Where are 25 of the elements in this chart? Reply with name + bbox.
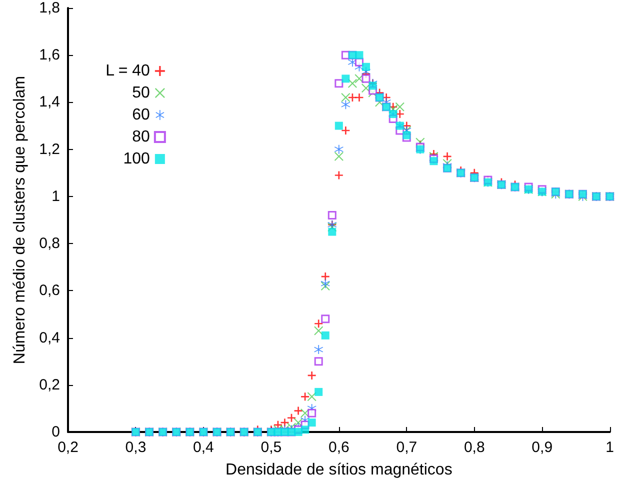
x-axis-title: Densidade de sítios magnéticos (226, 462, 452, 478)
y-tick-label: 1,4 (39, 94, 60, 111)
x-tick-label: 0,3 (125, 439, 146, 456)
legend-label: 60 (132, 106, 150, 124)
y-tick-label: 1,6 (39, 46, 60, 64)
legend-label: 80 (132, 128, 150, 146)
legend-label: 100 (123, 150, 150, 168)
x-tick-label: 0,4 (193, 439, 214, 456)
legend-label: 50 (132, 84, 150, 102)
y-tick-label: 1 (52, 188, 60, 205)
y-tick-label: 1,8 (39, 0, 60, 16)
y-tick-label: 1,2 (39, 140, 60, 158)
x-tick-label: 0,7 (396, 439, 418, 456)
y-axis-title: Número médio de clusters que percolam (12, 76, 28, 364)
legend-label: L = 40 (106, 62, 150, 80)
y-tick-label: 0,8 (39, 235, 60, 252)
y-tick-label: 0,6 (39, 282, 60, 300)
y-tick-label: 0,4 (39, 329, 60, 346)
x-tick-label: 1 (606, 439, 614, 456)
x-tick-label: 0,8 (464, 439, 485, 456)
x-tick-label: 0,5 (260, 439, 282, 456)
x-tick-label: 0,6 (328, 439, 350, 456)
y-tick-label: 0,2 (39, 376, 60, 394)
x-tick-label: 0,9 (532, 439, 553, 456)
y-tick-label: 0 (52, 424, 60, 440)
